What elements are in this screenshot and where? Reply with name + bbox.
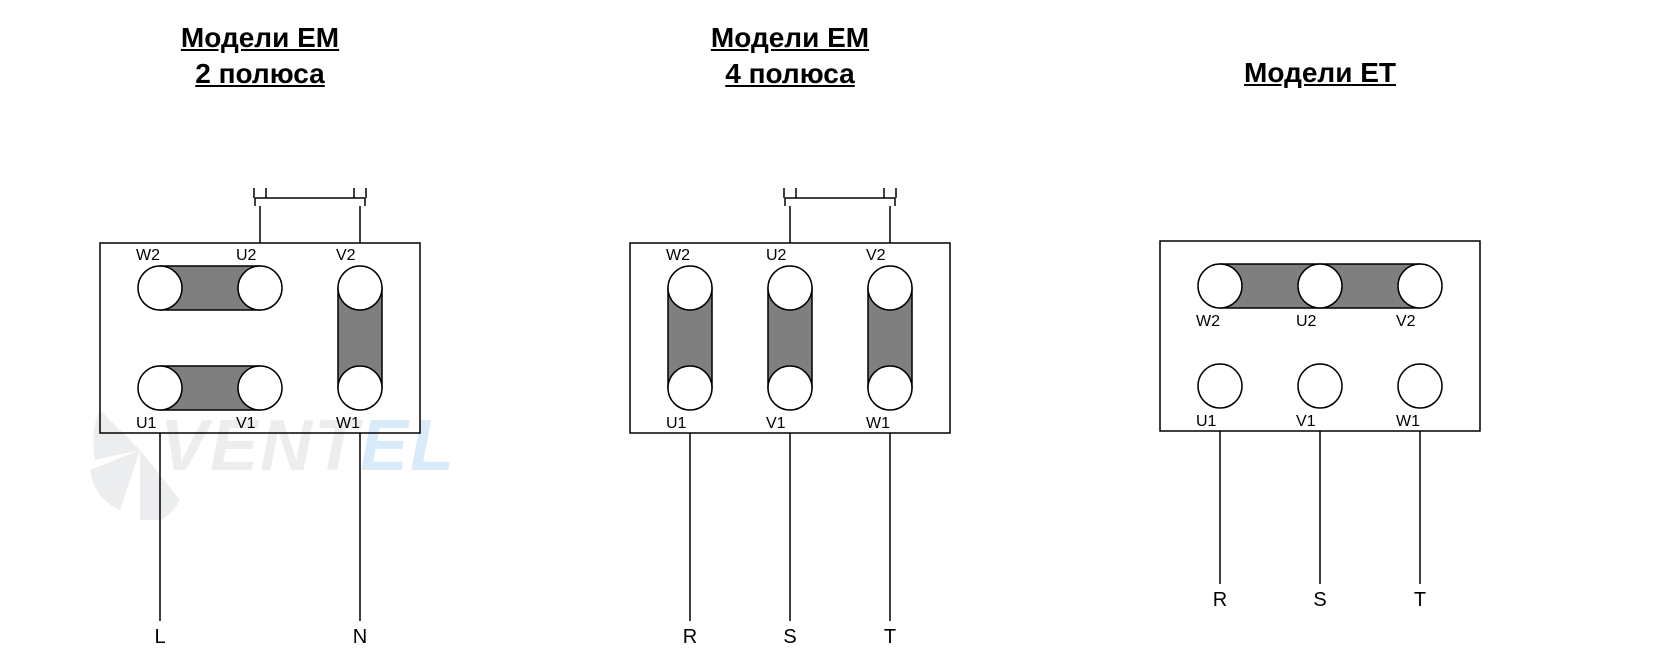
terminal-label: W2 bbox=[1196, 313, 1220, 330]
wiring-svg: W2 U2 V2 U1 V1 W1 R S T bbox=[1120, 101, 1560, 661]
output-label: R bbox=[683, 626, 697, 648]
wiring-svg: W2 U2 V2 U1 V1 W1 R S T bbox=[590, 103, 1030, 663]
terminal-label: V1 bbox=[236, 415, 256, 432]
output-label: N bbox=[353, 626, 367, 648]
output-label: S bbox=[1313, 589, 1326, 611]
diagram-title: Модели ET bbox=[1120, 55, 1520, 91]
output-label: T bbox=[884, 626, 896, 648]
diagram-em2: Модели EM2 полюса W2 U2 V2 U1 V1 W1 L N bbox=[60, 20, 500, 663]
terminal-label: V1 bbox=[1296, 413, 1316, 430]
terminal-label: V2 bbox=[866, 247, 886, 264]
diagram-et: Модели ET W2 U2 V2 U1 V1 W1 R S T bbox=[1120, 55, 1560, 661]
diagram-em4: Модели EM4 полюса W2 U2 V2 U1 V1 W1 R S T bbox=[590, 20, 1030, 663]
terminal-label: W1 bbox=[336, 415, 360, 432]
diagram-title: Модели EM2 полюса bbox=[60, 20, 460, 93]
terminal-label: W2 bbox=[136, 247, 160, 264]
terminal-label: U2 bbox=[236, 247, 257, 264]
diagram-title: Модели EM4 полюса bbox=[590, 20, 990, 93]
terminal-label: V2 bbox=[1396, 313, 1416, 330]
terminal-label: W1 bbox=[866, 415, 890, 432]
terminal-label: W2 bbox=[666, 247, 690, 264]
terminal-label: U1 bbox=[1196, 413, 1217, 430]
terminal-label: W1 bbox=[1396, 413, 1420, 430]
terminal-label: V1 bbox=[766, 415, 786, 432]
output-label: L bbox=[154, 626, 165, 648]
terminal-label: U2 bbox=[1296, 313, 1317, 330]
container: VENTEL Модели EM2 полюсаW2U2V2U1V1W1LNМо… bbox=[0, 0, 1676, 585]
terminal-label: V2 bbox=[336, 247, 356, 264]
output-label: T bbox=[1414, 589, 1426, 611]
terminal-label: U1 bbox=[136, 415, 157, 432]
terminal-label: U2 bbox=[766, 247, 787, 264]
wiring-svg: W2 U2 V2 U1 V1 W1 L N bbox=[60, 103, 500, 663]
output-label: S bbox=[783, 626, 796, 648]
terminal-label: U1 bbox=[666, 415, 687, 432]
output-label: R bbox=[1213, 589, 1227, 611]
